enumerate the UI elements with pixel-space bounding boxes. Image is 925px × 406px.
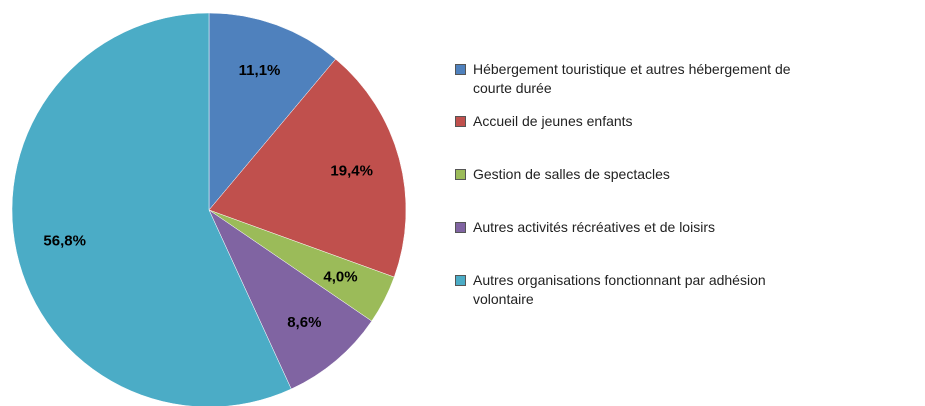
data-label: 4,0% xyxy=(323,268,357,285)
legend-swatch xyxy=(455,116,466,127)
data-label: 19,4% xyxy=(330,163,373,180)
legend-swatch xyxy=(455,275,466,286)
legend-swatch xyxy=(455,222,466,233)
legend-label: Gestion de salles de spectacles xyxy=(473,166,670,182)
legend-label: Hébergement touristique et autres héberg… xyxy=(473,61,791,96)
legend-swatch xyxy=(455,169,466,180)
legend-label: Accueil de jeunes enfants xyxy=(473,113,633,129)
legend-item: Gestion de salles de spectacles xyxy=(455,165,670,184)
legend-swatch xyxy=(455,64,466,75)
legend-label: Autres organisations fonctionnant par ad… xyxy=(473,272,766,307)
legend-item: Autres activités récréatives et de loisi… xyxy=(455,218,715,237)
pie-slice xyxy=(11,12,292,406)
data-label: 56,8% xyxy=(43,233,86,250)
legend-item: Autres organisations fonctionnant par ad… xyxy=(455,271,805,309)
pie-slice xyxy=(208,58,407,278)
data-label: 8,6% xyxy=(287,314,321,331)
legend-item: Hébergement touristique et autres héberg… xyxy=(455,60,805,98)
legend-label: Autres activités récréatives et de loisi… xyxy=(473,219,715,235)
pie-slice xyxy=(208,12,336,211)
data-label: 11,1% xyxy=(239,62,281,79)
legend-item: Accueil de jeunes enfants xyxy=(455,112,633,131)
pie-slice xyxy=(208,209,373,390)
